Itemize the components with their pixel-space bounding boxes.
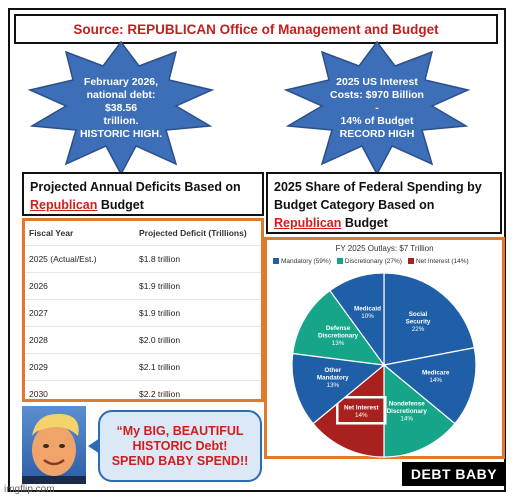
spending-title-red: Republican bbox=[274, 216, 342, 230]
quote-line-3: SPEND BABY SPEND!! bbox=[111, 453, 249, 468]
smiling-face-icon bbox=[22, 413, 86, 484]
legend-item: Net Interest (14%) bbox=[407, 258, 469, 265]
left-star-line-4: HISTORIC HIGH. bbox=[79, 127, 163, 140]
spending-title-line-1: 2025 Share of Federal Spending by bbox=[274, 180, 482, 194]
quote-line-1: “My BIG, BEAUTIFUL bbox=[116, 423, 244, 438]
legend-item: Mandatory (59%) bbox=[273, 258, 331, 265]
chart-legend: Mandatory (59%) Discretionary (27%) Net … bbox=[273, 258, 469, 265]
table-row: 2030 $2.2 trillion bbox=[25, 381, 261, 407]
legend-swatch bbox=[407, 258, 414, 265]
left-star-line-2: national debt: $38.56 bbox=[86, 88, 156, 114]
left-star-line-1: February 2026, bbox=[83, 75, 159, 88]
deficit-table: Fiscal Year Projected Deficit (Trillions… bbox=[22, 218, 264, 402]
interest-star-badge: 2025 US Interest Costs: $970 Billion - 1… bbox=[282, 40, 472, 176]
spending-title-rest: Budget bbox=[341, 216, 388, 230]
slice-label: Defense Discretionary 13% bbox=[318, 325, 359, 347]
slice-label: Nondefense Discretionary 14% bbox=[387, 400, 428, 422]
legend-swatch bbox=[273, 258, 279, 265]
cell-deficit: $2.0 trillion bbox=[139, 335, 181, 345]
table-row: 2029 $2.1 trillion bbox=[25, 354, 261, 381]
deficit-panel-title: Projected Annual Deficits Based on Repub… bbox=[22, 172, 264, 216]
cell-year: 2025 (Actual/Est.) bbox=[29, 254, 97, 264]
right-star-line-3: 14% of Budget bbox=[340, 114, 414, 127]
legend-label: Net Interest (14%) bbox=[415, 258, 469, 265]
pie-slice bbox=[312, 363, 385, 458]
cell-year: 2029 bbox=[29, 362, 48, 372]
table-row: 2028 $2.0 trillion bbox=[25, 327, 261, 354]
spending-pie-chart: FY 2025 Outlays: $7 Trillion Mandatory (… bbox=[264, 237, 505, 459]
legend-label: Discretionary (27%) bbox=[344, 258, 402, 265]
pie-slice bbox=[383, 272, 476, 366]
legend-label: Mandatory (59%) bbox=[281, 258, 331, 265]
pie-slice bbox=[382, 347, 477, 425]
cell-deficit: $1.9 trillion bbox=[139, 308, 181, 318]
pie-slice bbox=[292, 289, 386, 366]
right-star-line-2: Costs: $970 Billion - bbox=[330, 88, 424, 114]
cell-year: 2026 bbox=[29, 281, 48, 291]
quote-line-2: HISTORIC Debt! bbox=[132, 438, 228, 453]
debt-baby-badge: DEBT BABY bbox=[402, 462, 506, 486]
pie-slice bbox=[329, 272, 385, 367]
table-row: 2026 $1.9 trillion bbox=[25, 273, 261, 300]
table-row: 2027 $1.9 trillion bbox=[25, 300, 261, 327]
avatar bbox=[22, 406, 86, 484]
slice-label: Medicare 14% bbox=[422, 369, 450, 384]
pie-svg: Social Security 22% Medicare 14% Nondefense Di… bbox=[291, 272, 477, 458]
right-star-line-4: RECORD HIGH bbox=[339, 127, 415, 140]
cell-year: 2028 bbox=[29, 335, 48, 345]
slice-label: Medicaid 10% bbox=[354, 305, 381, 320]
table-header-row: Fiscal Year Projected Deficit (Trillions… bbox=[25, 221, 261, 246]
spending-panel-title: 2025 Share of Federal Spending by Budget… bbox=[266, 172, 502, 234]
speech-pointer bbox=[88, 438, 100, 454]
quote-bubble: “My BIG, BEAUTIFUL HISTORIC Debt! SPEND … bbox=[98, 410, 262, 482]
pie-slice bbox=[291, 352, 386, 425]
cell-deficit: $1.9 trillion bbox=[139, 281, 181, 291]
cell-deficit: $2.2 trillion bbox=[139, 389, 181, 399]
cell-deficit: $2.1 trillion bbox=[139, 362, 181, 372]
source-header: Source: REPUBLICAN Office of Management … bbox=[14, 14, 498, 44]
right-star-line-1: 2025 US Interest bbox=[336, 75, 418, 88]
slice-label: Social Security 22% bbox=[406, 311, 431, 333]
left-star-line-3: trillion. bbox=[103, 114, 139, 127]
deficit-title-line-1: Projected Annual Deficits Based on bbox=[30, 180, 241, 194]
source-label: Source: REPUBLICAN Office of Management … bbox=[73, 21, 439, 37]
cell-deficit: $1.8 trillion bbox=[139, 254, 181, 264]
chart-title: FY 2025 Outlays: $7 Trillion bbox=[335, 244, 434, 253]
spending-title-line-2: Budget Category Based on bbox=[274, 198, 435, 212]
legend-swatch bbox=[336, 258, 343, 265]
slice-label: Other Mandatory 13% bbox=[317, 367, 349, 389]
legend-item: Discretionary (27%) bbox=[336, 258, 402, 265]
cell-year: 2030 bbox=[29, 389, 48, 399]
slice-label: Net Interest 14% bbox=[344, 404, 380, 419]
watermark: imgflip.com bbox=[4, 484, 55, 495]
column-header-deficit: Projected Deficit (Trillions) bbox=[139, 228, 247, 238]
debt-star-badge: February 2026, national debt: $38.56 tri… bbox=[26, 40, 216, 176]
pie-slice bbox=[383, 363, 456, 458]
table-row: 2025 (Actual/Est.) $1.8 trillion bbox=[25, 246, 261, 273]
deficit-title-red: Republican bbox=[30, 198, 98, 212]
deficit-title-rest: Budget bbox=[97, 198, 144, 212]
net-interest-highlight bbox=[336, 396, 387, 425]
column-header-year: Fiscal Year bbox=[29, 228, 74, 238]
cell-year: 2027 bbox=[29, 308, 48, 318]
